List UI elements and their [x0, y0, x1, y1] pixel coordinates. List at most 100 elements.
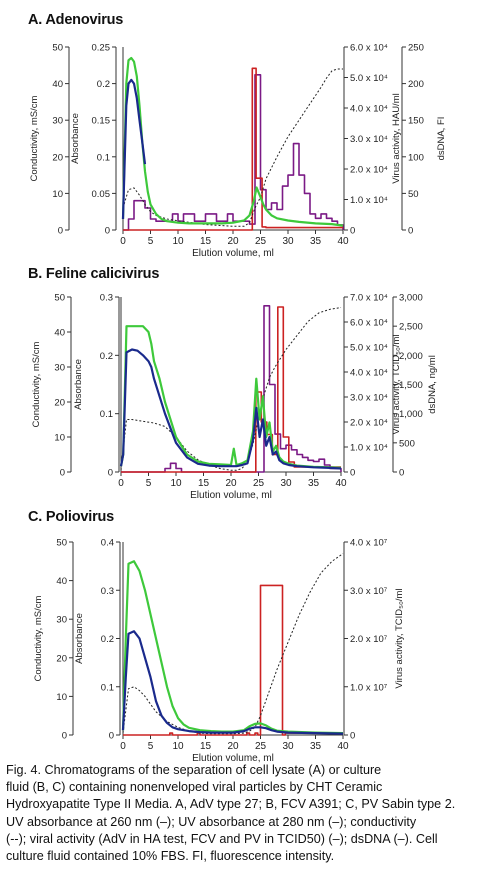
caption-line-4: UV absorbance at 260 nm (–); UV absorban…: [6, 814, 417, 829]
x-tick-label: 35: [308, 478, 320, 489]
x-tick-label: 5: [148, 236, 154, 247]
conductivity-axis-title: Conductivity, mS/cm: [33, 595, 44, 681]
virus-tick-label: 3.0 x 10⁷: [350, 586, 388, 597]
dsdna-series-line: [121, 305, 342, 473]
absorbance-axis-title: Absorbance: [74, 613, 85, 664]
uv260-series-line: [121, 56, 344, 227]
caption-line-5: (--); viral activity (AdV in HA test, FC…: [6, 831, 438, 846]
x-tick-label: 40: [337, 236, 349, 247]
caption-line-6: culture fluid contained 10% FBS. FI, flu…: [6, 849, 335, 864]
conductivity-tick-label: 0: [58, 226, 63, 237]
absorbance-tick-label: 0: [105, 226, 110, 237]
virus-tick-label: 3.0 x 10⁴: [350, 393, 388, 404]
absorbance-tick-label: 0.1: [101, 682, 114, 693]
virus-tick-label: 0: [350, 731, 355, 742]
x-tick-label: 20: [225, 478, 237, 489]
x-tick-label: 30: [280, 478, 292, 489]
absorbance-tick-label: 0.15: [92, 116, 111, 127]
x-tick-label: 0: [118, 478, 124, 489]
x-tick-label: 40: [337, 741, 349, 752]
x-tick-label: 0: [120, 741, 126, 752]
conductivity-tick-label: 20: [52, 152, 63, 163]
x-axis-label: Elution volume, ml: [192, 753, 274, 764]
absorbance-tick-label: 0.2: [101, 634, 114, 645]
virus-tick-label: 5.0 x 10⁴: [350, 73, 388, 84]
conductivity-tick-label: 10: [56, 692, 67, 703]
dsdna-axis-title: dsDNA, FI: [436, 117, 447, 161]
x-axis-label: Elution volume, ml: [192, 248, 274, 259]
virus-tick-label: 1.0 x 10⁴: [350, 443, 388, 454]
absorbance-axis-title: Absorbance: [70, 113, 81, 164]
uv280-series-line: [121, 630, 344, 735]
conductivity-tick-label: 50: [54, 293, 65, 304]
caption-line-3: Hydroxyapatite Type II Media. A, AdV typ…: [6, 797, 456, 812]
x-axis-label: Elution volume, ml: [190, 490, 272, 501]
x-tick-label: 15: [198, 478, 210, 489]
virus-tick-label: 3.0 x 10⁴: [350, 134, 388, 145]
conductivity-tick-label: 40: [52, 79, 63, 90]
x-tick-label: 35: [310, 236, 322, 247]
absorbance-tick-label: 0.4: [101, 538, 114, 549]
conductivity-tick-label: 40: [54, 328, 65, 339]
virus-tick-label: 0: [350, 468, 355, 479]
absorbance-tick-label: 0.2: [97, 79, 110, 90]
x-tick-label: 30: [282, 741, 294, 752]
dsdna-tick-label: 100: [408, 152, 424, 163]
conductivity-tick-label: 50: [56, 538, 67, 549]
absorbance-tick-label: 0.3: [100, 293, 113, 304]
absorbance-axis-title: Absorbance: [73, 359, 84, 410]
conductivity-series-line: [120, 307, 342, 471]
x-tick-label: 25: [253, 478, 265, 489]
x-tick-label: 15: [200, 236, 212, 247]
conductivity-series-line: [122, 553, 344, 735]
x-tick-label: 15: [200, 741, 212, 752]
panel-title: B. Feline calicivirus: [28, 266, 160, 282]
x-tick-label: 25: [255, 236, 267, 247]
dsdna-tick-label: 250: [408, 43, 424, 54]
conductivity-tick-label: 20: [54, 398, 65, 409]
virus-series-line: [123, 67, 343, 231]
conductivity-tick-label: 30: [52, 116, 63, 127]
virus-tick-label: 5.0 x 10⁴: [350, 343, 388, 354]
conductivity-tick-label: 0: [62, 731, 67, 742]
virus-series-line: [123, 584, 343, 736]
dsdna-tick-label: 50: [408, 189, 419, 200]
x-tick-label: 35: [310, 741, 322, 752]
absorbance-tick-label: 0.2: [100, 351, 113, 362]
conductivity-tick-label: 50: [52, 43, 63, 54]
absorbance-tick-label: 0: [109, 731, 114, 742]
absorbance-tick-label: 0.1: [97, 152, 110, 163]
conductivity-axis-title: Conductivity, mS/cm: [29, 95, 40, 181]
dsdna-axis-title: dsDNA, ng/ml: [427, 355, 438, 414]
panel-title: A. Adenovirus: [28, 12, 124, 28]
x-tick-label: 25: [255, 741, 267, 752]
caption-line-1: Fig. 4. Chromatograms of the separation …: [6, 763, 382, 777]
dsdna-tick-label: 3,000: [399, 293, 423, 304]
x-tick-label: 30: [282, 236, 294, 247]
dsdna-tick-label: 0: [408, 226, 413, 237]
dsdna-tick-label: 500: [399, 438, 415, 449]
virus-tick-label: 2.0 x 10⁷: [350, 634, 388, 645]
dsdna-tick-label: 150: [408, 116, 424, 127]
x-tick-label: 40: [335, 478, 347, 489]
conductivity-tick-label: 30: [56, 615, 67, 626]
virus-tick-label: 6.0 x 10⁴: [350, 318, 388, 329]
absorbance-tick-label: 0.3: [101, 586, 114, 597]
uv260-series-line: [119, 325, 342, 469]
conductivity-tick-label: 30: [54, 363, 65, 374]
virus-tick-label: 7.0 x 10⁴: [350, 293, 388, 304]
virus-axis-title: Virus activity, HAU/ml: [391, 93, 402, 183]
dsdna-tick-label: 2,500: [399, 322, 423, 333]
virus-tick-label: 1.0 x 10⁷: [350, 682, 388, 693]
absorbance-tick-label: 0.25: [92, 43, 111, 54]
conductivity-tick-label: 40: [56, 576, 67, 587]
uv280-series-line: [119, 348, 342, 470]
x-tick-label: 10: [172, 236, 184, 247]
virus-tick-label: 4.0 x 10⁴: [350, 104, 388, 115]
panel-title: C. Poliovirus: [28, 509, 115, 525]
x-tick-label: 20: [227, 236, 239, 247]
